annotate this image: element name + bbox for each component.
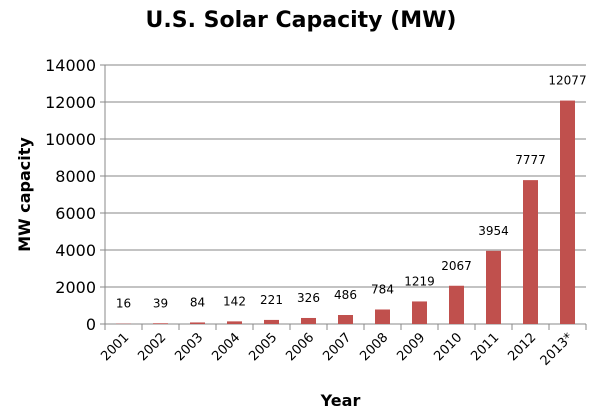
y-axis-title: MW capacity xyxy=(15,137,34,252)
x-tick-label: 2005 xyxy=(246,330,280,364)
y-tick-label: 8000 xyxy=(55,167,96,186)
data-label: 784 xyxy=(371,282,394,296)
bar xyxy=(486,250,501,324)
x-tick-label: 2007 xyxy=(320,330,354,364)
data-label: 326 xyxy=(297,291,320,305)
x-axis-title: Year xyxy=(320,391,361,410)
data-label: 3954 xyxy=(478,224,509,238)
bar xyxy=(264,319,279,324)
bar xyxy=(449,285,464,324)
data-label: 221 xyxy=(260,293,283,307)
y-tick-label: 2000 xyxy=(55,278,96,297)
bar xyxy=(227,321,242,324)
x-tick-label: 2013* xyxy=(538,330,577,369)
data-label: 7777 xyxy=(515,153,546,167)
y-tick-label: 10000 xyxy=(45,130,96,149)
x-tick-label: 2010 xyxy=(431,330,465,364)
bar xyxy=(190,322,205,324)
x-tick-label: 2002 xyxy=(135,330,169,364)
bar xyxy=(412,301,427,324)
x-tick-label: 2006 xyxy=(283,330,317,364)
y-tick-label: 0 xyxy=(86,315,96,334)
x-tick-label: 2009 xyxy=(394,330,428,364)
x-tick-label: 2008 xyxy=(357,330,391,364)
y-tick-label: 4000 xyxy=(55,241,96,260)
y-tick-label: 14000 xyxy=(45,56,96,75)
x-tick-label: 2012 xyxy=(505,330,539,364)
bar xyxy=(338,315,353,324)
x-tick-label: 2001 xyxy=(98,330,132,364)
data-label: 84 xyxy=(190,295,205,309)
data-label: 16 xyxy=(116,297,131,311)
data-label: 12077 xyxy=(548,74,586,88)
x-tick-label: 2003 xyxy=(172,330,206,364)
y-tick-label: 6000 xyxy=(55,204,96,223)
data-label: 142 xyxy=(223,294,246,308)
data-label: 1219 xyxy=(404,274,435,288)
bar xyxy=(301,317,316,324)
chart-title: U.S. Solar Capacity (MW) xyxy=(145,8,457,33)
y-tick-label: 12000 xyxy=(45,93,96,112)
bar xyxy=(153,323,168,324)
data-label: 39 xyxy=(153,296,168,310)
bar xyxy=(375,309,390,324)
data-label: 2067 xyxy=(441,259,472,273)
x-tick-label: 2011 xyxy=(468,330,502,364)
data-label: 486 xyxy=(334,288,357,302)
bar xyxy=(560,100,575,324)
bar xyxy=(523,180,538,324)
x-tick-label: 2004 xyxy=(209,330,243,364)
